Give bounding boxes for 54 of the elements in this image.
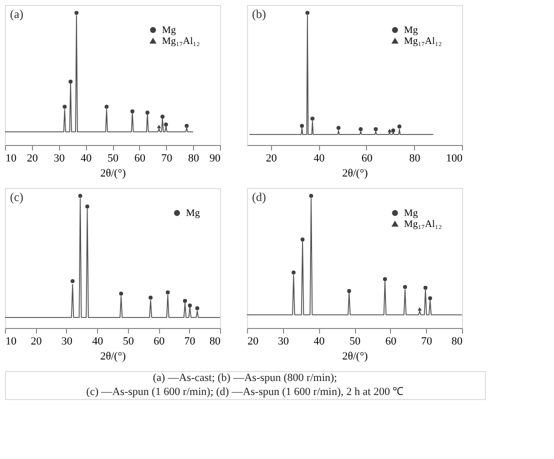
x-tick-label: 70 (161, 152, 173, 164)
x-tick-label: 30 (61, 336, 73, 348)
x-axis-title: 2θ/(°) (342, 350, 368, 362)
x-tick-label: 20 (248, 336, 259, 348)
point (305, 10, 310, 15)
x-tick-label: 70 (421, 336, 433, 348)
x-axis-title: 2θ/(°) (342, 168, 368, 180)
point (374, 127, 378, 132)
x-tick-label: 20 (26, 152, 38, 164)
legend-label: Mg₁₇Al₁₂ (404, 219, 442, 230)
legend-label: Mg (404, 25, 418, 36)
legend-label: Mg₁₇Al₁₂ (162, 36, 200, 47)
x-tick-label: 50 (350, 336, 361, 348)
legend-label: Mg₁₇Al₁₂ (404, 36, 442, 47)
x-tick-label: 80 (409, 152, 421, 164)
chart-title: (c) (10, 190, 24, 204)
x-tick-label: 40 (314, 336, 326, 348)
x-tick-label: 20 (30, 336, 42, 348)
point (391, 128, 396, 132)
x-axis-title: 2θ/(°) (100, 168, 126, 180)
x-tick-label: 40 (314, 152, 326, 164)
x-tick-label: 30 (54, 152, 66, 164)
point (310, 116, 314, 121)
x-tick-label: 30 (278, 336, 290, 348)
point (358, 127, 363, 132)
x-tick-label: 70 (184, 336, 196, 348)
legend-label: Mg (404, 208, 418, 219)
x-tick-label: 60 (385, 336, 397, 348)
x-tick-label: 80 (188, 152, 200, 164)
text: (c) —As-spun (1 600 r/min); (d) —As-spun (1 600 r/min), 2 h at 200 ℃ (86, 386, 404, 398)
x-tick-label: 80 (452, 336, 463, 348)
legend-label: Mg (186, 208, 200, 219)
legend-label: Mg (162, 25, 176, 36)
x-tick-label: 90 (210, 152, 221, 164)
x-tick-label: 10 (6, 336, 17, 348)
x-tick-label: 40 (80, 152, 92, 164)
x-tick-label: 50 (108, 152, 119, 164)
x-tick-label: 60 (361, 152, 373, 164)
x-tick-label: 60 (134, 152, 146, 164)
x-tick-label: 20 (266, 152, 278, 164)
x-tick-label: 100 (446, 152, 463, 164)
x-tick-label: 80 (210, 336, 221, 348)
x-tick-label: 60 (154, 336, 166, 348)
text: (a) —As-cast; (b) —As-spun (800 r/min); (152, 372, 338, 384)
chart-title: (b) (252, 7, 266, 21)
x-axis-title: 2θ/(°) (100, 350, 126, 362)
chart-title: (d) (252, 190, 266, 204)
x-tick-label: 40 (92, 336, 104, 348)
point (397, 124, 402, 129)
point (336, 126, 340, 130)
x-tick-label: 50 (122, 336, 134, 348)
x-tick-label: 10 (6, 152, 17, 164)
point (300, 124, 304, 128)
chart-title: (a) (10, 7, 24, 21)
